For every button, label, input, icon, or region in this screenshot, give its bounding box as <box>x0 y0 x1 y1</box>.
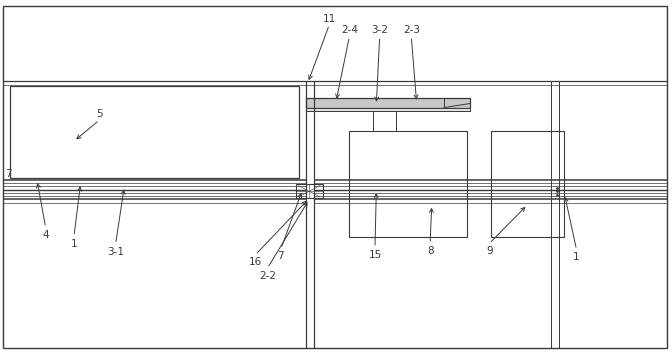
Bar <box>306 108 470 111</box>
Text: 3-2: 3-2 <box>371 25 388 35</box>
Text: 9: 9 <box>486 246 493 256</box>
Text: 8: 8 <box>427 246 433 256</box>
Text: 16: 16 <box>249 257 262 267</box>
Text: 7: 7 <box>278 251 284 261</box>
Text: 1: 1 <box>573 252 580 262</box>
Bar <box>306 98 470 108</box>
Bar <box>10 86 299 178</box>
Bar <box>296 184 323 198</box>
Text: 7: 7 <box>5 169 12 179</box>
Bar <box>550 184 564 198</box>
Text: 4: 4 <box>42 230 49 240</box>
Text: 5: 5 <box>96 109 103 119</box>
Text: 2-3: 2-3 <box>403 25 420 35</box>
Text: 2-4: 2-4 <box>341 25 358 35</box>
Bar <box>349 131 467 237</box>
Text: 1: 1 <box>71 239 77 249</box>
Text: 2-2: 2-2 <box>259 271 276 281</box>
Text: 11: 11 <box>323 14 336 24</box>
Text: 3-1: 3-1 <box>107 247 124 257</box>
Text: 15: 15 <box>368 250 382 260</box>
Bar <box>491 131 564 237</box>
